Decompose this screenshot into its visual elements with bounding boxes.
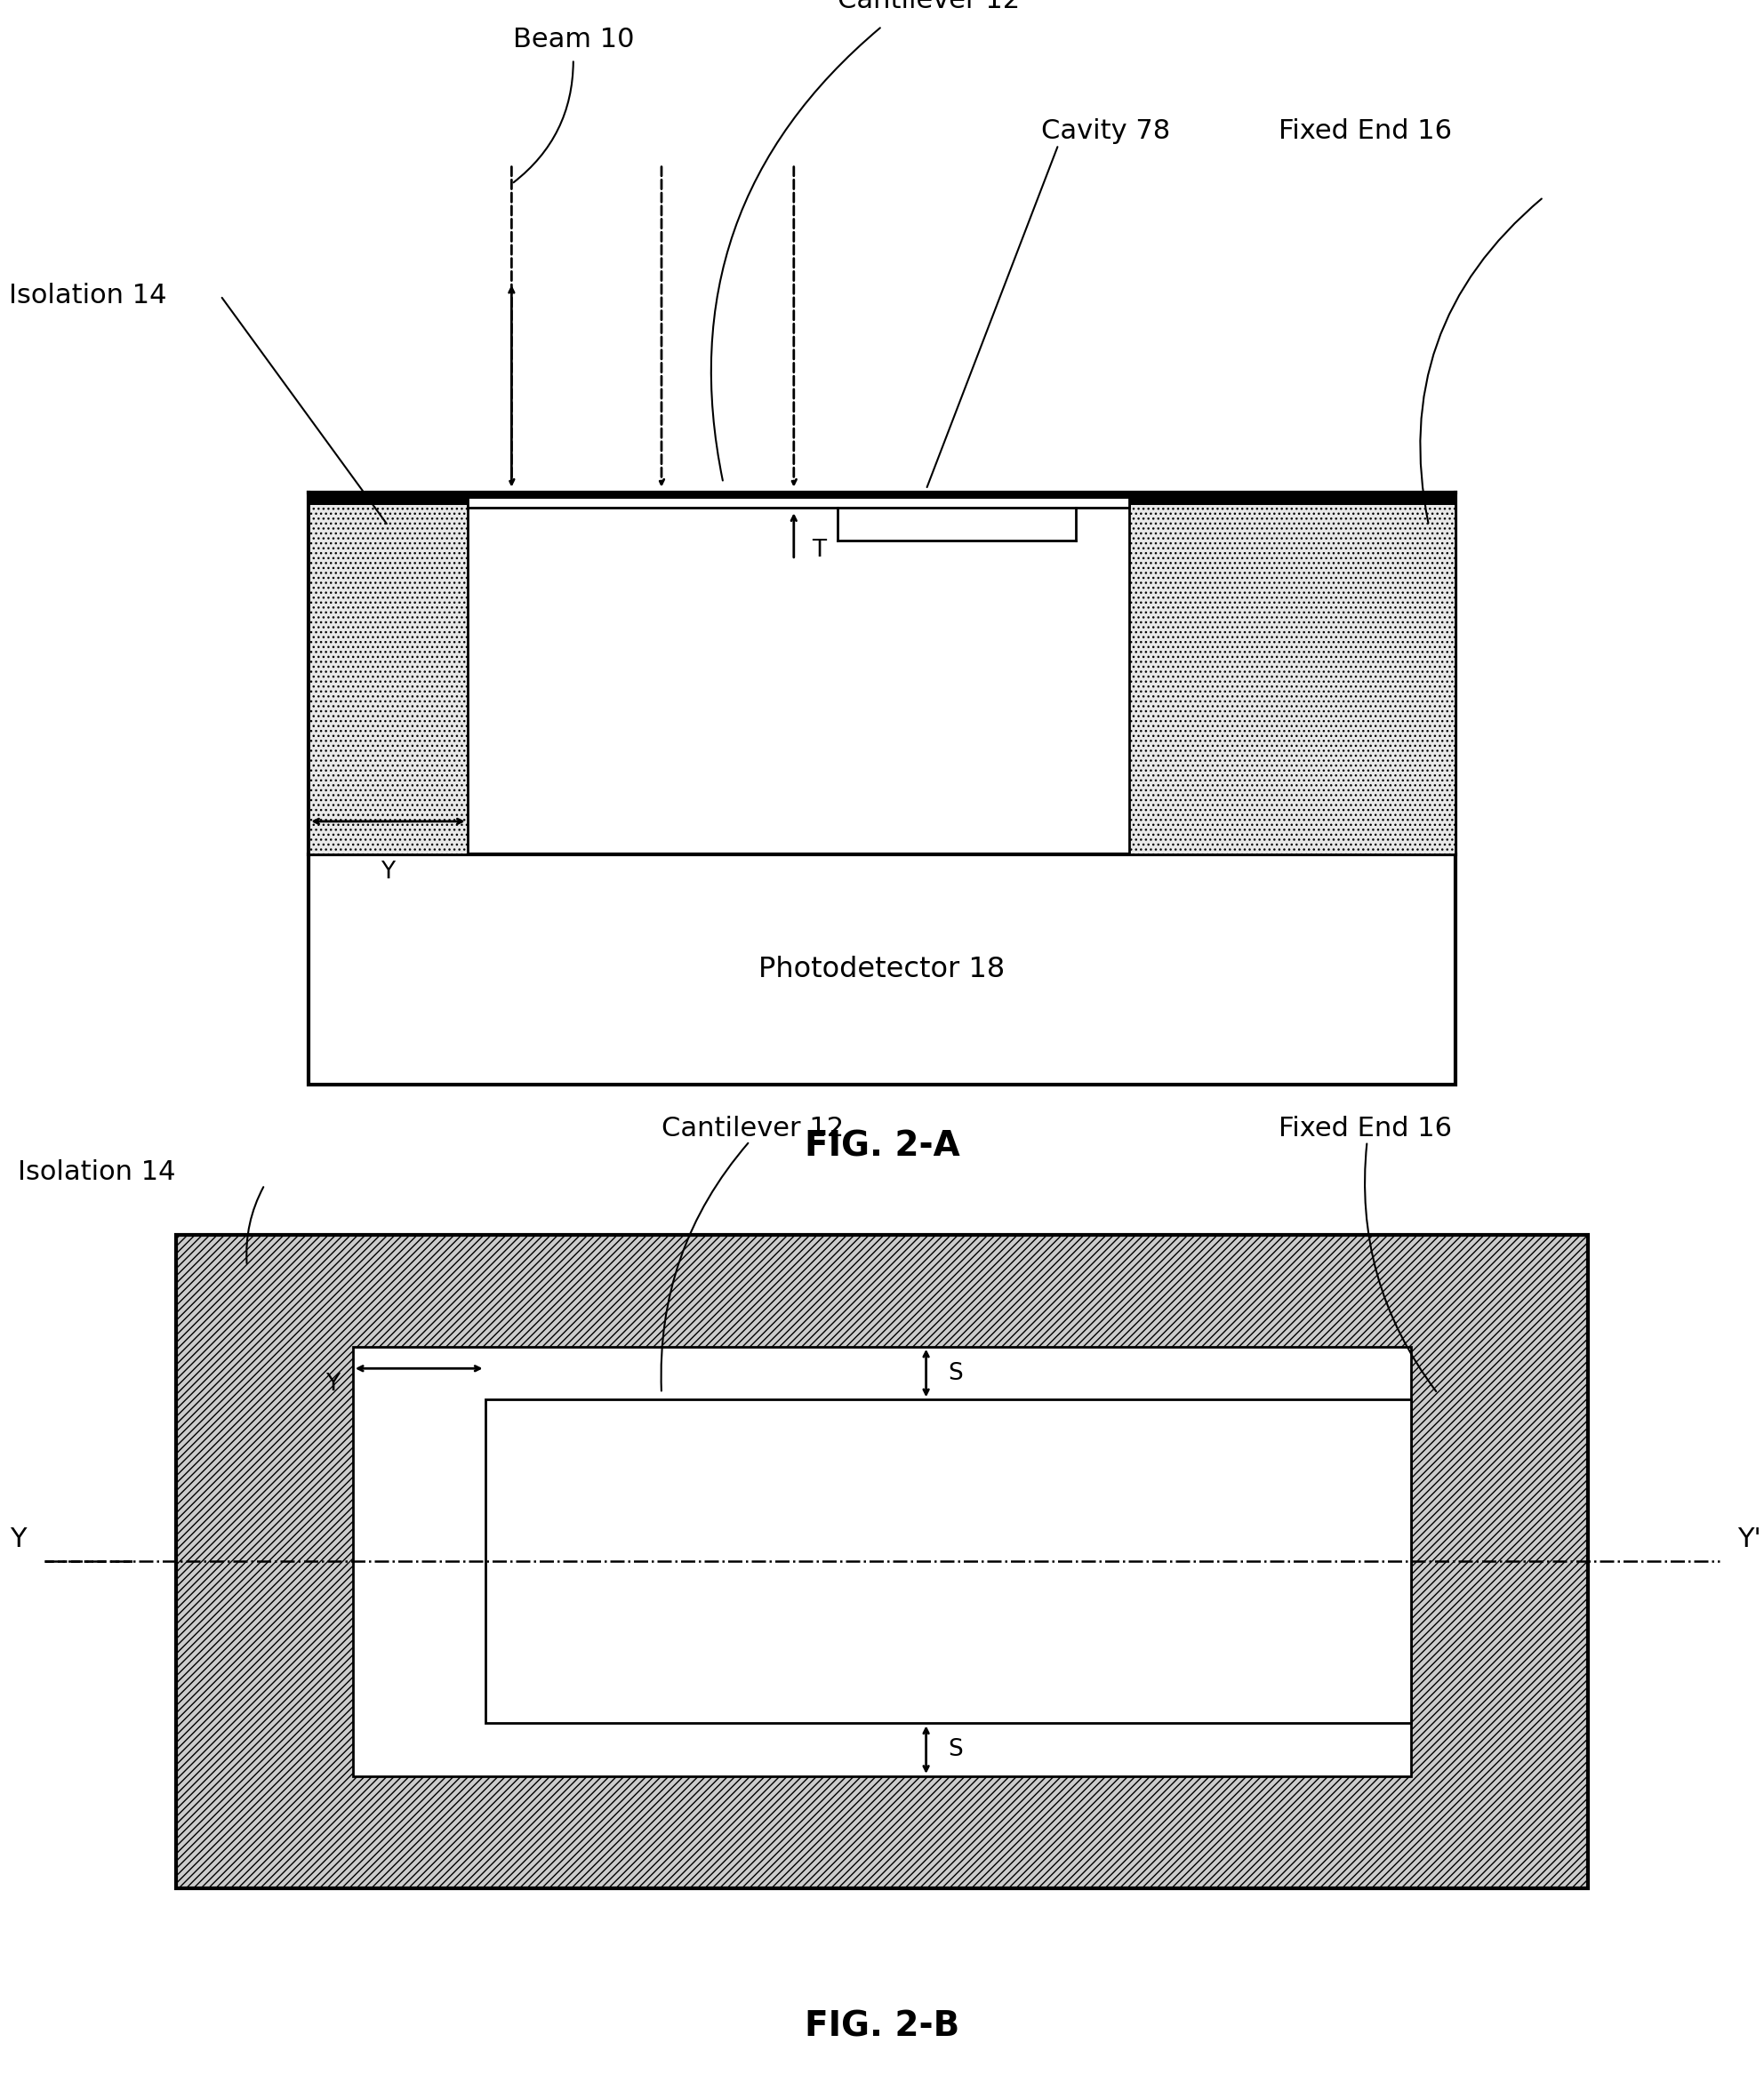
Text: Y: Y xyxy=(325,1372,339,1396)
Text: Y: Y xyxy=(11,1527,26,1552)
Text: Y': Y' xyxy=(1738,1527,1760,1552)
Text: Fixed End 16: Fixed End 16 xyxy=(1279,118,1452,145)
Text: Cantilever 12: Cantilever 12 xyxy=(838,0,1020,12)
Text: T: T xyxy=(811,537,826,562)
Text: Cavity 78: Cavity 78 xyxy=(1041,118,1170,145)
Text: Isolation 14: Isolation 14 xyxy=(18,1160,175,1185)
Bar xyxy=(309,492,467,855)
Bar xyxy=(1129,492,1455,504)
Text: Fixed End 16: Fixed End 16 xyxy=(1279,1116,1452,1141)
Text: FIG. 2-B: FIG. 2-B xyxy=(804,2011,960,2044)
Bar xyxy=(467,492,1129,506)
Text: W: W xyxy=(882,1540,905,1565)
Text: S: S xyxy=(949,1739,963,1762)
Bar xyxy=(485,1401,1411,1722)
Text: FIG. 2-A: FIG. 2-A xyxy=(804,1129,960,1162)
Bar xyxy=(1129,492,1455,855)
Text: Beam 10: Beam 10 xyxy=(513,27,633,52)
Bar xyxy=(353,1347,1411,1776)
Bar xyxy=(309,492,467,504)
Text: Isolation 14: Isolation 14 xyxy=(9,282,166,309)
Bar xyxy=(309,855,1455,1083)
Text: Photodetector 18: Photodetector 18 xyxy=(759,955,1005,984)
Text: Cantilever 12: Cantilever 12 xyxy=(662,1116,843,1141)
Text: Y: Y xyxy=(381,861,395,884)
Bar xyxy=(467,492,1129,498)
Bar xyxy=(176,1235,1588,1888)
Text: S: S xyxy=(949,1361,963,1384)
